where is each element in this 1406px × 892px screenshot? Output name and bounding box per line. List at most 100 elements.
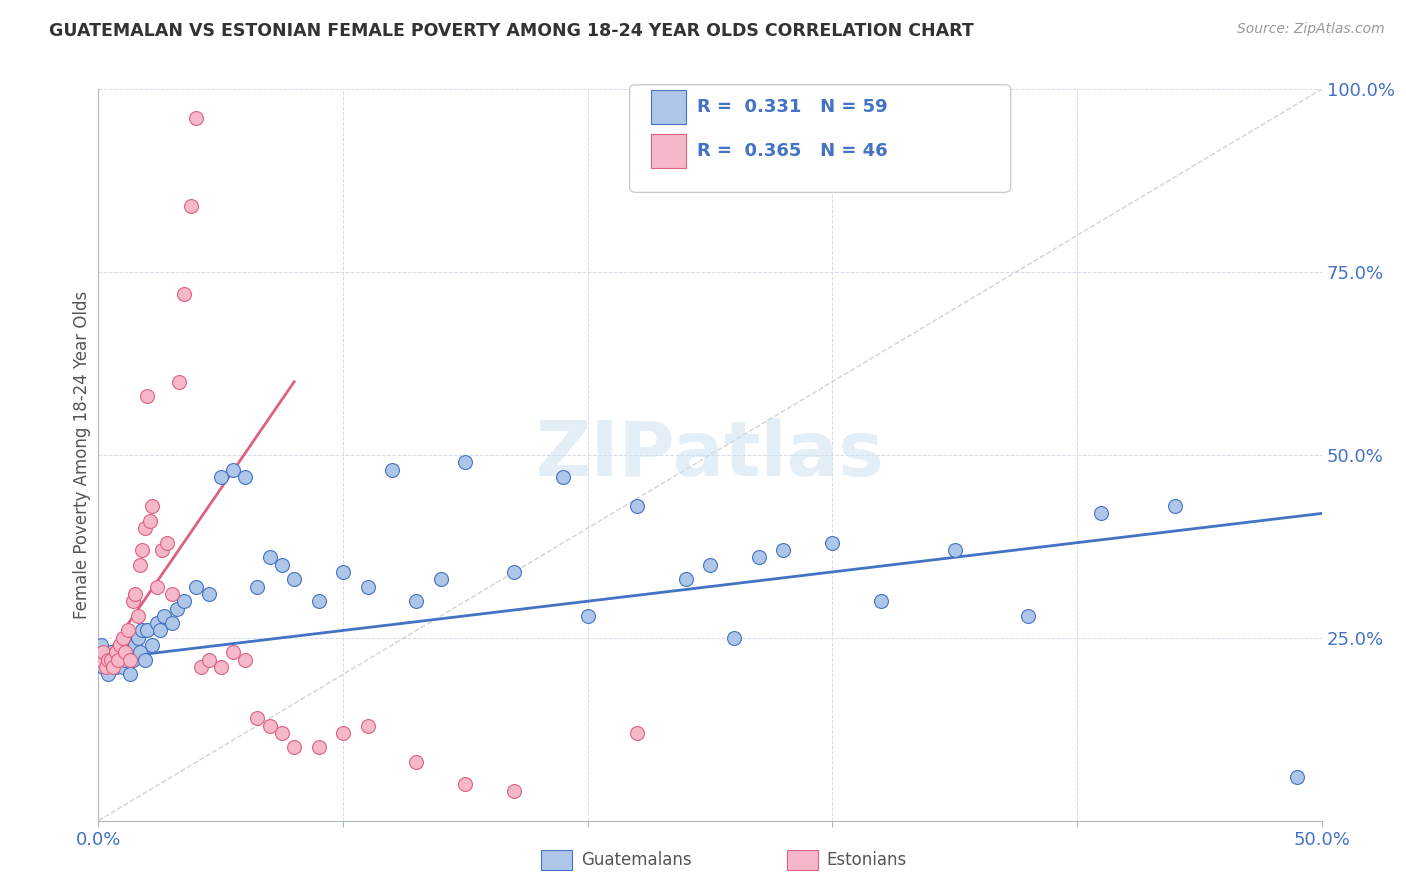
Point (870, 594, 893, 608)
Point (259, 718, 281, 732)
Point (246, 580, 269, 594)
Point (110, 638, 132, 652)
Point (114, 653, 136, 667)
Point (1286, 770, 1309, 784)
Point (94, 653, 117, 667)
Point (111, 631, 134, 645)
Point (197, 653, 219, 667)
Point (772, 543, 794, 558)
Point (576, 608, 599, 623)
Point (129, 558, 152, 572)
Text: GUATEMALAN VS ESTONIAN FEMALE POVERTY AMONG 18-24 YEAR OLDS CORRELATION CHART: GUATEMALAN VS ESTONIAN FEMALE POVERTY AM… (49, 22, 974, 40)
Point (94, 660, 117, 674)
Point (107, 653, 129, 667)
Point (114, 645, 136, 659)
Y-axis label: Female Poverty Among 18-24 Year Olds: Female Poverty Among 18-24 Year Olds (73, 291, 91, 619)
Point (553, 470, 575, 484)
Point (283, 740, 305, 755)
Point (430, 572, 453, 586)
Point (100, 645, 122, 659)
Point (149, 624, 172, 638)
Point (821, 535, 844, 549)
Point (141, 499, 163, 513)
Point (104, 645, 127, 659)
Point (97, 653, 120, 667)
Point (166, 601, 188, 615)
Point (503, 565, 526, 579)
Point (121, 653, 143, 667)
Point (180, 199, 202, 213)
Text: ZIPatlas: ZIPatlas (536, 418, 884, 491)
Point (283, 572, 305, 586)
Point (405, 594, 427, 608)
Point (131, 543, 153, 558)
Point (121, 594, 143, 608)
Text: Estonians: Estonians (827, 851, 907, 869)
Point (381, 462, 404, 476)
Point (111, 660, 134, 674)
Text: Source: ZipAtlas.com: Source: ZipAtlas.com (1237, 22, 1385, 37)
Point (134, 653, 156, 667)
Point (233, 653, 256, 667)
Point (129, 645, 152, 659)
Point (101, 660, 124, 674)
Point (101, 653, 124, 667)
Point (270, 726, 294, 740)
Point (141, 638, 163, 652)
Point (308, 594, 330, 608)
Point (104, 660, 127, 674)
Point (100, 653, 122, 667)
Point (167, 375, 190, 389)
Point (134, 521, 156, 535)
Point (97, 667, 120, 681)
Point (943, 543, 966, 558)
Point (723, 631, 745, 645)
Text: R =  0.365   N = 46: R = 0.365 N = 46 (697, 143, 887, 161)
Point (190, 660, 212, 674)
Text: R =  0.331   N = 59: R = 0.331 N = 59 (697, 98, 887, 116)
Point (259, 550, 281, 565)
Point (117, 624, 139, 638)
Point (160, 587, 183, 601)
Point (107, 653, 129, 667)
Point (173, 287, 195, 301)
Point (233, 470, 256, 484)
Point (91, 660, 114, 674)
Point (160, 616, 183, 631)
Point (209, 470, 232, 484)
Point (356, 580, 378, 594)
Point (127, 608, 149, 623)
Point (120, 667, 142, 681)
Point (454, 777, 477, 791)
Point (308, 740, 330, 755)
Point (454, 455, 477, 469)
Point (332, 565, 354, 579)
Point (127, 631, 149, 645)
Point (222, 645, 245, 659)
Point (124, 638, 146, 652)
Point (209, 660, 232, 674)
Point (139, 514, 162, 528)
Point (356, 718, 378, 732)
Point (1164, 499, 1187, 513)
Point (91, 645, 114, 659)
Point (110, 645, 132, 659)
Point (186, 580, 208, 594)
Point (146, 616, 169, 631)
Point (1017, 608, 1039, 623)
Point (699, 558, 721, 572)
Point (503, 784, 526, 798)
Point (136, 624, 159, 638)
Point (124, 587, 146, 601)
Point (90, 653, 112, 667)
Point (120, 653, 142, 667)
Point (150, 543, 173, 558)
Text: Guatemalans: Guatemalans (581, 851, 692, 869)
Point (1090, 507, 1112, 521)
Point (626, 726, 648, 740)
Point (222, 462, 245, 476)
Point (246, 711, 269, 725)
Point (153, 608, 176, 623)
Point (405, 755, 427, 769)
Point (675, 572, 697, 586)
